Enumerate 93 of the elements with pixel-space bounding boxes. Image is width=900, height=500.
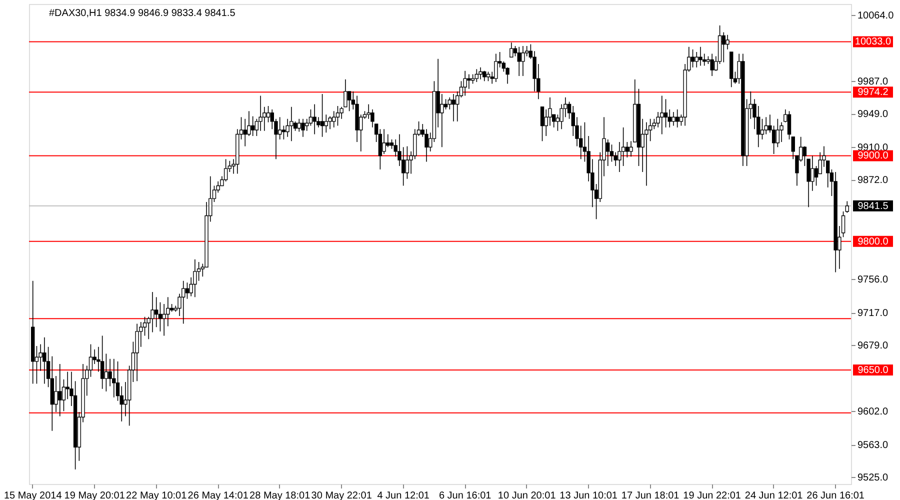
candlestick — [486, 71, 490, 82]
candlestick — [787, 110, 792, 140]
candlestick — [494, 53, 498, 82]
candlestick — [625, 142, 630, 158]
candlestick — [112, 358, 116, 398]
x-tick-label: 19 Jun 22:01 — [683, 490, 742, 500]
candlestick — [660, 95, 664, 135]
candlestick — [474, 68, 479, 82]
ref-line-label: 9974.2 — [858, 87, 889, 98]
x-tick-label: 26 Jun 16:01 — [806, 490, 865, 500]
candlestick — [675, 109, 680, 128]
candlestick — [297, 118, 301, 132]
candlestick — [301, 118, 305, 138]
y-tick-label: 9756.0 — [858, 274, 889, 286]
candlestick — [710, 53, 714, 76]
candlestick — [366, 104, 370, 120]
candlestick — [456, 91, 460, 122]
candlestick — [510, 42, 514, 58]
candlestick — [250, 116, 255, 136]
candlestick — [182, 280, 186, 324]
x-tick-label: 24 Jun 12:01 — [744, 490, 804, 500]
candlestick — [344, 79, 348, 108]
candlestick — [405, 146, 410, 180]
candlestick — [243, 118, 247, 147]
candlestick — [668, 109, 672, 128]
candlestick — [58, 364, 62, 417]
candlestick — [328, 116, 332, 130]
ref-line-label: 9800.0 — [858, 236, 889, 248]
candlestick — [312, 104, 316, 135]
candlestick — [305, 118, 309, 132]
candlestick — [282, 125, 286, 140]
candlestick — [606, 139, 610, 166]
candlestick — [266, 106, 270, 123]
candlestick — [722, 32, 726, 63]
candlestick — [521, 46, 525, 76]
candlestick — [644, 122, 648, 186]
candlestick — [104, 353, 108, 392]
x-tick-label: 4 Jun 12:01 — [377, 490, 430, 500]
x-tick-label: 13 Jun 10:01 — [560, 490, 618, 500]
candlestick — [42, 337, 46, 384]
y-tick-label: 9949.0 — [858, 109, 889, 120]
y-tick-label: 9717.0 — [858, 308, 889, 320]
candlestick — [324, 114, 328, 133]
ref-line-label: 10033.0 — [854, 36, 892, 48]
x-tick-label: 6 Jun 16:01 — [438, 490, 492, 500]
x-tick-label: 17 Jun 18:01 — [621, 490, 680, 500]
y-tick-label: 9602.0 — [858, 406, 889, 418]
candlestick — [224, 158, 228, 182]
candlestick — [336, 106, 340, 126]
y-tick-label: 9872.0 — [858, 175, 889, 186]
candlestick — [463, 70, 467, 96]
candlestick — [810, 155, 814, 192]
y-tick-label: 9563.0 — [858, 440, 889, 452]
candlestick — [440, 94, 444, 148]
y-tick-label: 9987.0 — [858, 76, 889, 88]
y-tick-label: 10064.0 — [858, 10, 894, 22]
candlestick — [290, 106, 294, 142]
ref-line-label: 9900.0 — [858, 150, 889, 162]
candlestick — [448, 97, 452, 110]
candlestick — [760, 118, 764, 140]
candlestick — [726, 34, 730, 50]
candlestick — [540, 106, 544, 142]
ref-line-label: 9650.0 — [858, 365, 889, 376]
candlestick — [185, 282, 190, 300]
candlestick — [154, 296, 158, 328]
candlestick — [482, 70, 486, 82]
candlestick — [278, 116, 282, 140]
candlestick — [347, 91, 352, 112]
candlestick — [672, 112, 676, 126]
candlestick — [193, 259, 197, 298]
candlestick — [452, 94, 456, 122]
candlestick — [690, 49, 695, 68]
candlestick — [100, 335, 104, 390]
candlestick — [320, 94, 324, 138]
chart-title: #DAX30,H1 9834.9 9846.9 9833.4 9841.5 — [49, 8, 236, 19]
candlestick — [444, 98, 448, 110]
candlestick — [386, 134, 390, 148]
candlestick — [845, 200, 849, 214]
candlestick — [517, 46, 521, 76]
candlestick — [332, 110, 336, 128]
candlestick — [467, 74, 471, 90]
candlestick — [664, 98, 668, 128]
y-tick-label: 9525.0 — [858, 472, 889, 484]
y-tick-label: 9679.0 — [858, 340, 889, 352]
x-tick-label: 10 Jun 20:01 — [498, 490, 556, 500]
ref-line-label: 9841.5 — [858, 200, 889, 212]
candlestick — [135, 323, 139, 382]
candlestick — [698, 46, 702, 66]
candlestick — [776, 118, 780, 148]
candlestick — [120, 386, 124, 422]
candlestick — [470, 74, 475, 84]
candlestick — [382, 128, 386, 154]
candlestick — [478, 67, 482, 80]
